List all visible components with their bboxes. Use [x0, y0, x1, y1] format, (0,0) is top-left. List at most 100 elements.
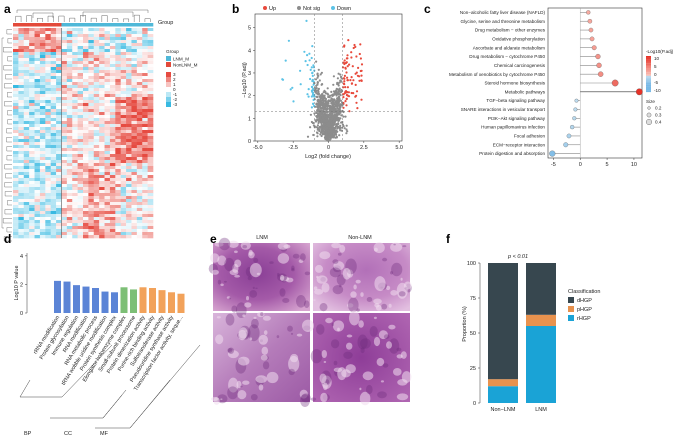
heatmap-cell — [56, 34, 62, 38]
heatmap-cell — [29, 145, 35, 149]
heatmap-cell — [61, 142, 68, 146]
heatmap-cell — [126, 127, 132, 131]
bar-ylabel: Log10 P value — [14, 265, 20, 300]
volcano-point — [317, 89, 320, 92]
heatmap-cell — [66, 187, 73, 191]
volcano-point — [311, 74, 314, 77]
heatmap-cell — [93, 28, 100, 32]
heatmap-cell — [115, 175, 121, 179]
volcano-point — [323, 126, 326, 130]
heatmap-cell — [99, 187, 105, 191]
tissue-blob — [225, 313, 235, 326]
heatmap-cell — [109, 91, 116, 95]
heatmap-cell — [77, 190, 84, 194]
legend-label-nonlnm: NonLNM_M — [173, 63, 198, 68]
heatmap-cell — [45, 34, 51, 38]
tissue-blob — [242, 245, 247, 249]
volcano-point — [336, 123, 339, 126]
heatmap-cell — [50, 178, 57, 182]
volcano-point — [334, 125, 337, 128]
heatmap-cell — [109, 187, 116, 191]
color-scale-tick: -2 — [173, 97, 178, 102]
heatmap-cell — [120, 163, 127, 167]
heatmap-cell — [126, 181, 132, 185]
heatmap-cell — [18, 64, 25, 68]
heatmap-cell — [66, 73, 73, 77]
group-bar-cell — [109, 23, 116, 27]
heatmap-cell — [147, 49, 154, 53]
heatmap-cell — [131, 49, 138, 53]
heatmap-cell — [126, 142, 132, 146]
heatmap-cell — [142, 133, 148, 137]
heatmap-cell — [39, 229, 46, 233]
heatmap-cell — [39, 166, 46, 170]
heatmap-cell — [120, 67, 127, 71]
heatmap-cell — [142, 64, 148, 68]
heatmap-cell — [50, 109, 57, 113]
heatmap-cell — [136, 199, 143, 203]
heatmap-cell — [99, 73, 105, 77]
heatmap-cell — [72, 127, 78, 131]
heatmap-cell — [72, 52, 78, 56]
heatmap-cell — [142, 160, 148, 164]
heatmap-cell — [115, 178, 121, 182]
heatmap-cell — [72, 94, 78, 98]
heatmap-cell — [99, 49, 105, 53]
tissue-blob — [215, 334, 224, 345]
heatmap-cell — [72, 163, 78, 167]
heatmap-cell — [66, 76, 73, 80]
heatmap-cell — [104, 145, 111, 149]
heatmap-cell — [29, 160, 35, 164]
heatmap-cell — [115, 121, 121, 125]
heatmap-cell — [18, 139, 25, 143]
stacked-legend-swatch — [568, 306, 574, 312]
heatmap-cell — [136, 163, 143, 167]
heatmap-cell — [39, 109, 46, 113]
heatmap-cell — [88, 79, 95, 83]
heatmap-cell — [115, 169, 121, 173]
heatmap-cell — [39, 67, 46, 71]
color-scale-step — [646, 72, 651, 75]
heatmap-cell — [61, 49, 68, 53]
heatmap-cell — [72, 223, 78, 227]
heatmap-cell — [142, 208, 148, 212]
y-tick-label: 4 — [20, 254, 23, 260]
heatmap-cell — [126, 226, 132, 230]
tissue-blob — [382, 257, 388, 262]
heatmap-cell — [115, 190, 121, 194]
heatmap-cell — [39, 127, 46, 131]
volcano-point — [315, 84, 318, 87]
heatmap-cell — [104, 208, 111, 212]
volcano-point — [325, 115, 328, 118]
volcano-point — [343, 127, 346, 130]
heatmap-cell — [115, 70, 121, 74]
volcano-point — [324, 100, 327, 103]
heatmap-cell — [72, 148, 78, 152]
volcano-point-up — [346, 91, 349, 94]
heatmap-cell — [93, 112, 100, 116]
y-tick-label: 50 — [470, 331, 476, 337]
heatmap-cell — [147, 229, 154, 233]
heatmap-cell — [131, 178, 138, 182]
heatmap-cell — [50, 187, 57, 191]
heatmap-cell — [72, 70, 78, 74]
heatmap-cell — [39, 34, 46, 38]
heatmap-cell — [18, 205, 25, 209]
volcano-point — [338, 81, 341, 84]
heatmap-cell — [77, 73, 84, 77]
heatmap-cell — [18, 148, 25, 152]
heatmap-cell — [61, 121, 68, 125]
heatmap-cell — [93, 226, 100, 230]
heatmap-cell — [23, 127, 30, 131]
heatmap-cell — [93, 58, 100, 62]
heatmap-cell — [61, 40, 68, 44]
heatmap-cell — [18, 142, 25, 146]
color-scale-tick: 2 — [173, 77, 176, 82]
heatmap-cell — [104, 127, 111, 131]
heatmap-cell — [13, 127, 19, 131]
volcano-point — [324, 133, 327, 136]
heatmap-cell — [83, 58, 89, 62]
heatmap-cell — [77, 148, 84, 152]
volcano-point — [330, 113, 334, 116]
heatmap-cell — [72, 31, 78, 35]
